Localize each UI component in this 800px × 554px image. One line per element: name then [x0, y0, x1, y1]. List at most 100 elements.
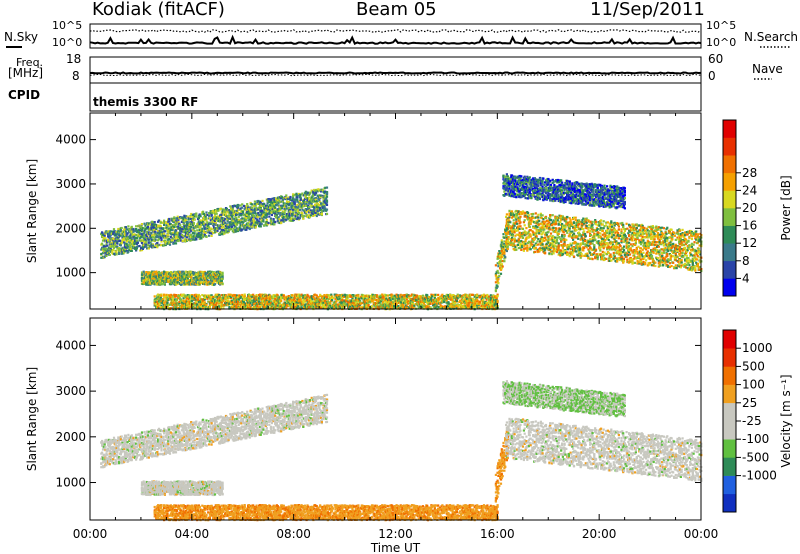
power-cell	[168, 218, 170, 220]
power-cell	[222, 300, 224, 302]
power-cell	[251, 207, 253, 209]
power-cell	[202, 211, 204, 213]
power-cell	[326, 209, 328, 211]
power-cell	[284, 209, 286, 211]
power-cell	[332, 297, 334, 299]
power-cell	[199, 296, 201, 298]
power-cell	[209, 306, 211, 308]
power-cell	[255, 226, 257, 228]
power-cell	[173, 226, 175, 228]
power-cell	[125, 230, 127, 232]
power-cell	[323, 205, 325, 207]
power-cell	[326, 193, 328, 195]
power-cell	[274, 207, 276, 209]
power-cell	[268, 216, 270, 218]
power-cell	[135, 228, 137, 230]
power-cell	[273, 218, 275, 220]
power-cell	[137, 242, 139, 244]
power-cell	[211, 235, 213, 237]
power-cell	[180, 284, 182, 286]
power-cell	[205, 211, 207, 213]
power-cell	[261, 223, 263, 225]
power-cell	[313, 208, 315, 210]
power-cell	[200, 215, 202, 217]
freq-nave-panel	[90, 57, 701, 83]
power-cell	[300, 196, 302, 198]
power-cell	[101, 231, 103, 233]
power-cell	[278, 216, 280, 218]
power-cell	[113, 228, 115, 230]
cpid-panel	[90, 83, 701, 111]
power-cell	[267, 222, 269, 224]
power-cell	[244, 294, 246, 296]
power-cell	[141, 223, 143, 225]
power-cell	[168, 220, 170, 222]
power-cell	[112, 249, 114, 251]
power-cell	[330, 294, 332, 296]
power-cell	[298, 212, 300, 214]
power-cell	[163, 233, 165, 235]
power-cell	[156, 242, 158, 244]
power-cell	[299, 209, 301, 211]
nsky-trace	[90, 37, 701, 44]
power-cell	[160, 225, 162, 227]
power-cell	[270, 218, 272, 220]
power-cell	[211, 228, 213, 230]
power-cell	[295, 210, 297, 212]
power-cell	[242, 211, 244, 213]
power-cell	[191, 295, 193, 297]
power-cell	[109, 254, 111, 256]
power-cell	[194, 218, 196, 220]
power-cell	[289, 196, 291, 198]
power-cell	[195, 213, 197, 215]
power-cell	[116, 253, 118, 255]
nave-trace	[90, 74, 701, 75]
power-cell	[326, 196, 328, 198]
power-cell	[308, 206, 310, 208]
power-cell	[291, 294, 293, 296]
power-cell	[235, 217, 237, 219]
power-cell	[131, 250, 133, 252]
power-cell	[194, 230, 196, 232]
power-cell	[238, 216, 240, 218]
power-cell	[239, 306, 241, 308]
power-cell	[285, 194, 287, 196]
power-cell	[144, 223, 146, 225]
power-cell	[274, 221, 276, 223]
power-cell	[179, 224, 181, 226]
power-cell	[118, 253, 120, 255]
power-cell	[189, 216, 191, 218]
power-cell	[196, 229, 198, 231]
power-cell	[280, 222, 282, 224]
power-cell	[221, 280, 223, 282]
power-cell	[222, 283, 224, 285]
power-cell	[316, 200, 318, 202]
power-cell	[302, 218, 304, 220]
power-cell	[201, 228, 203, 230]
power-cell	[163, 302, 165, 304]
power-cell	[292, 211, 294, 213]
power-cell	[208, 235, 210, 237]
power-cell	[205, 232, 207, 234]
power-cell	[162, 228, 164, 230]
power-cell	[175, 242, 177, 244]
power-cell	[222, 272, 224, 274]
power-echo-map	[100, 173, 702, 310]
power-cell	[145, 241, 147, 243]
power-cell	[303, 215, 305, 217]
power-cell	[331, 299, 333, 301]
power-cell	[321, 213, 323, 215]
power-cell	[283, 202, 285, 204]
power-cell	[119, 240, 121, 242]
power-cell	[216, 213, 218, 215]
power-cell	[209, 217, 211, 219]
power-cell	[300, 298, 302, 300]
power-cell	[288, 207, 290, 209]
power-cell	[190, 276, 192, 278]
power-cell	[301, 212, 303, 214]
power-cell	[230, 228, 232, 230]
power-cell	[154, 295, 156, 297]
power-cell	[193, 222, 195, 224]
power-cell	[148, 247, 150, 249]
power-cell	[211, 214, 213, 216]
